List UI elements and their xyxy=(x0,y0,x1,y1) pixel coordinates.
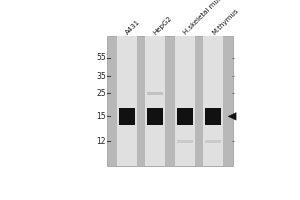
Bar xyxy=(145,36,165,166)
Bar xyxy=(147,92,163,95)
Bar xyxy=(147,108,163,125)
Bar xyxy=(107,36,233,166)
Text: 15: 15 xyxy=(97,112,106,121)
Text: M.thymus: M.thymus xyxy=(211,7,239,36)
Text: 25: 25 xyxy=(97,89,106,98)
Text: HepG2: HepG2 xyxy=(153,15,173,36)
Bar xyxy=(203,36,223,166)
Bar xyxy=(175,36,195,166)
Bar xyxy=(119,108,135,125)
Text: 55: 55 xyxy=(96,53,106,62)
Text: A431: A431 xyxy=(125,18,142,36)
Text: 12: 12 xyxy=(97,137,106,146)
Bar xyxy=(177,108,193,125)
Bar xyxy=(177,140,193,143)
Text: H.skeletal muscle: H.skeletal muscle xyxy=(183,0,231,36)
Bar xyxy=(205,140,221,143)
Bar xyxy=(205,108,221,125)
Bar xyxy=(117,36,137,166)
Polygon shape xyxy=(228,113,236,120)
Text: 35: 35 xyxy=(96,72,106,81)
